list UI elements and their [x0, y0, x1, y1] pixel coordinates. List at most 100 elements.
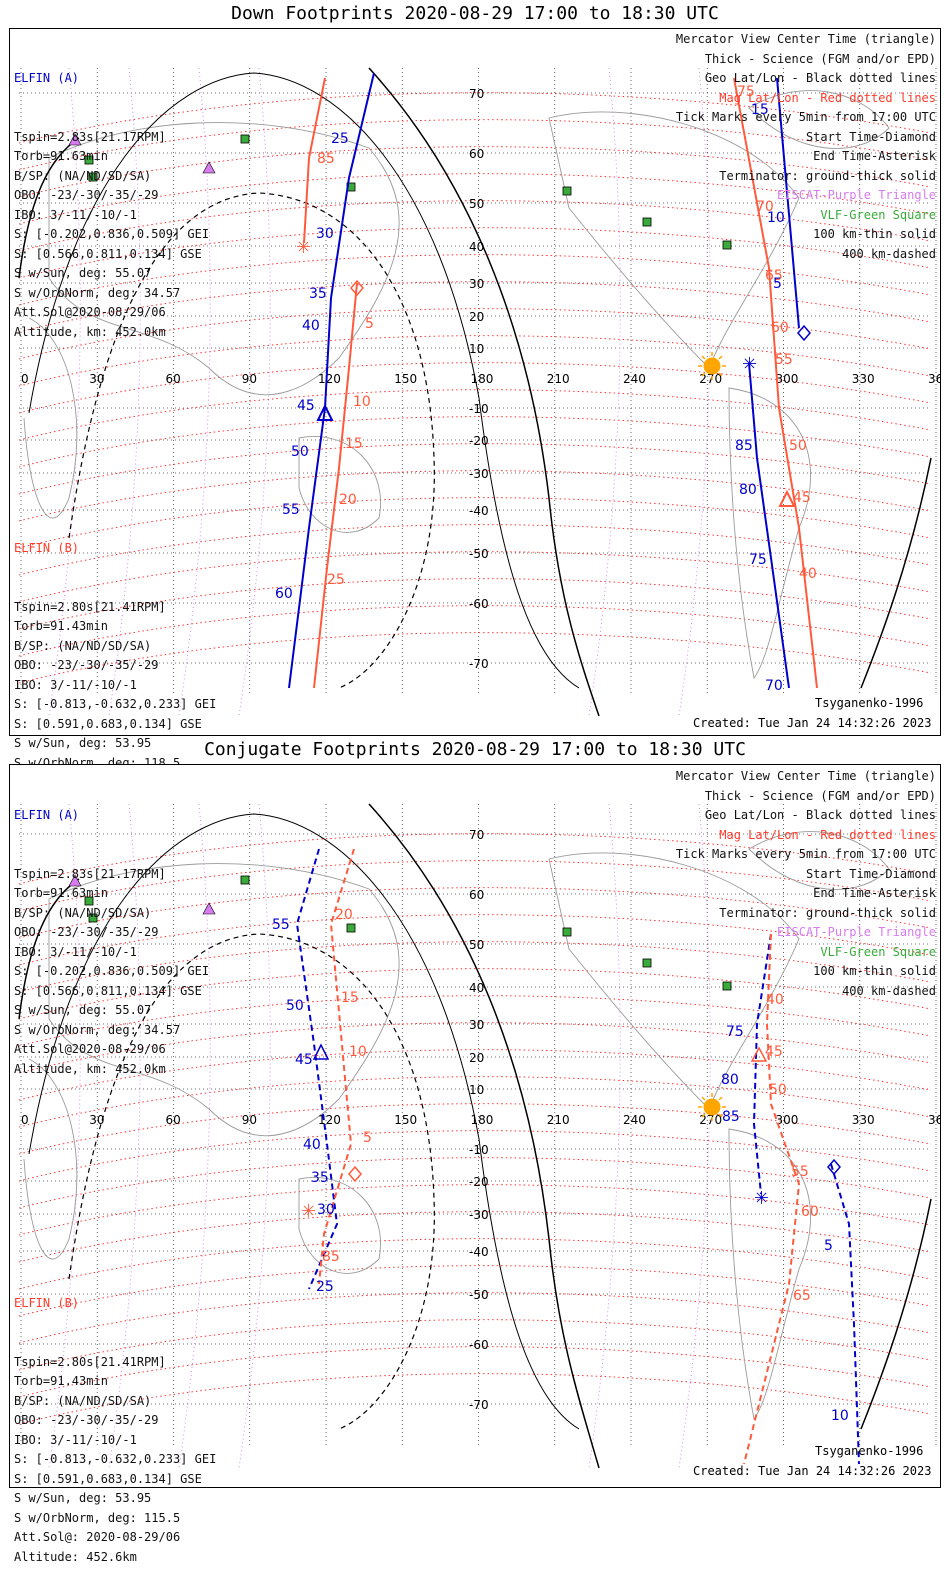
mag-parallel [18, 968, 932, 1020]
info-line: B/SP: (NA/ND/SD/SA) [14, 905, 152, 920]
legend-item: Tick Marks every 5min from 17:00 UTC [675, 110, 936, 124]
elfin-b-track-right [733, 77, 818, 689]
mag-parallel [18, 1049, 932, 1101]
track-label-a: 40 [303, 1137, 321, 1153]
lon-tick-label: 30 [89, 1113, 104, 1127]
coastline-north-america [548, 852, 800, 1110]
track-label-a: 40 [302, 318, 320, 334]
legend-item: VLF-Green Square [820, 944, 936, 959]
vlf-station-square [722, 981, 732, 991]
mag-parallel [18, 1076, 932, 1128]
info-line: IBO: 3/-11/-10/-1 [14, 207, 137, 222]
legend-item: VLF-Green Square [820, 207, 936, 222]
track-label-a: 30 [317, 1202, 335, 1218]
info-line: Torb=91.63min [14, 886, 108, 900]
vlf-station-square [562, 186, 572, 196]
info-line: S w/Sun, deg: 53.95 [14, 1491, 152, 1505]
track-label-a: 55 [282, 502, 300, 518]
mag-parallel [18, 227, 932, 279]
track-label-a: 50 [291, 444, 309, 460]
mag-parallel [18, 470, 932, 522]
track-label-b: 15 [345, 436, 363, 452]
info-line: Tspin=2.80s[21.41RPM] [14, 1354, 166, 1369]
mag-parallel [18, 551, 932, 603]
mag-parallel [18, 1319, 932, 1371]
lon-tick-label: 300 [776, 1113, 799, 1127]
legend-item: 100 km-thin solid [813, 964, 936, 978]
lat-tick-label: 20 [469, 1051, 484, 1065]
track-label-a: 45 [295, 1052, 313, 1068]
lat-tick-label: -70 [469, 1398, 489, 1412]
coastline-south-america [728, 1128, 812, 1421]
track-label-b-right: 40 [799, 566, 817, 582]
mag-parallel [18, 1292, 932, 1344]
info-line: S: [0.566,0.811,0.134] GSE [14, 246, 202, 261]
info-line: Altitude, km: 452.0km [14, 324, 166, 339]
mag-parallel [18, 173, 932, 225]
track-label-a-right: 85 [735, 438, 753, 454]
info-line: IBO: 3/-11/-10/-1 [14, 1432, 137, 1447]
track-label-a-right: 75 [749, 552, 767, 568]
track-label-b: 20 [339, 492, 357, 508]
start-time-diamond [350, 279, 364, 297]
vlf-station-square [88, 913, 98, 923]
legend-item: End Time-Asterisk [813, 886, 936, 900]
lon-tick-label: 30 [89, 372, 104, 386]
lat-tick-label: -60 [469, 1338, 489, 1352]
start-time-diamond-right [827, 1158, 841, 1176]
mag-parallel [18, 443, 932, 495]
mag-parallel [18, 146, 932, 198]
info-line: B/SP: (NA/ND/SD/SA) [14, 638, 152, 653]
terminator-100km [28, 813, 580, 1430]
mag-parallel [18, 308, 932, 360]
mag-parallel [18, 1103, 932, 1155]
mag-parallel [18, 1346, 932, 1398]
mag-parallel [18, 1238, 932, 1290]
info-line: Torb=91.43min [14, 619, 108, 633]
lat-tick-label: -10 [469, 402, 489, 416]
track-label-b: 5 [365, 316, 374, 332]
center-time-triangle [312, 1043, 330, 1060]
info-line: Tspin=2.83s[21.17RPM] [14, 866, 166, 881]
elfin-b-track-right [743, 933, 801, 1465]
terminator-ground [368, 803, 600, 1469]
lat-tick-label: 50 [469, 938, 484, 952]
track-label-a: 45 [297, 398, 315, 414]
info-line: OBO: -23/-30/-35/-29 [14, 188, 159, 202]
legend-item: 400 km-dashed [842, 983, 936, 998]
lon-tick-label: 60 [166, 372, 181, 386]
mag-parallel [18, 119, 932, 171]
lon-tick-label: 240 [623, 1113, 646, 1127]
info-line: S: [-0.813,-0.632,0.233] GEI [14, 697, 217, 711]
info-line: Att.Sol@2020-08-29/06 [14, 305, 166, 319]
map-down-footprints: 0 30 60 90 120 150 180 210 240 270 300 330 360 70 60 50… [9, 28, 941, 736]
elfin-a-track-right-south [830, 1163, 860, 1465]
track-label-a: 25 [331, 131, 349, 147]
elfin-a-info-down: ELFIN (A) Tspin=2.83s[21.17RPM] Torb=91.6… [14, 30, 209, 362]
coastline-greenland [748, 831, 890, 890]
track-label-b: 25 [327, 572, 345, 588]
terminator-ground-west [18, 878, 80, 1020]
mag-parallel [18, 632, 932, 684]
lon-tick-label: 270 [699, 372, 722, 386]
map-conjugate-footprints: 0 30 60 90 120 150 180 210 240 270 300 330 360 70 60 50… [9, 764, 941, 1488]
info-line: S w/OrbNorm, deg: 34.57 [14, 1022, 181, 1037]
lon-tick-label: 120 [318, 372, 341, 386]
info-line: S w/OrbNorm, deg: 34.57 [14, 285, 181, 300]
center-time-triangle-right [750, 1046, 768, 1062]
eiscat-triangle [68, 133, 82, 146]
track-label-a: 30 [316, 226, 334, 242]
info-line: S w/OrbNorm, deg: 115.5 [14, 1510, 181, 1525]
legend-down: Mercator View Center Time (triangle) Thic… [676, 30, 936, 264]
info-line: Altitude: 452.6km [14, 1549, 137, 1564]
vlf-station-square [642, 958, 652, 968]
lat-tick-label: 40 [469, 240, 484, 254]
track-label-a-right: 5 [773, 276, 782, 292]
lat-tick-label: -40 [469, 504, 489, 518]
mag-parallel [18, 860, 932, 912]
legend-item: Start Time-Diamond [805, 866, 936, 881]
track-label-a-right: 70 [765, 678, 783, 694]
legend-item: Thick - Science (FGM and/or EPD) [704, 788, 936, 803]
track-label-a-right: 80 [739, 482, 757, 498]
lon-tick-label: 330 [852, 1113, 875, 1127]
